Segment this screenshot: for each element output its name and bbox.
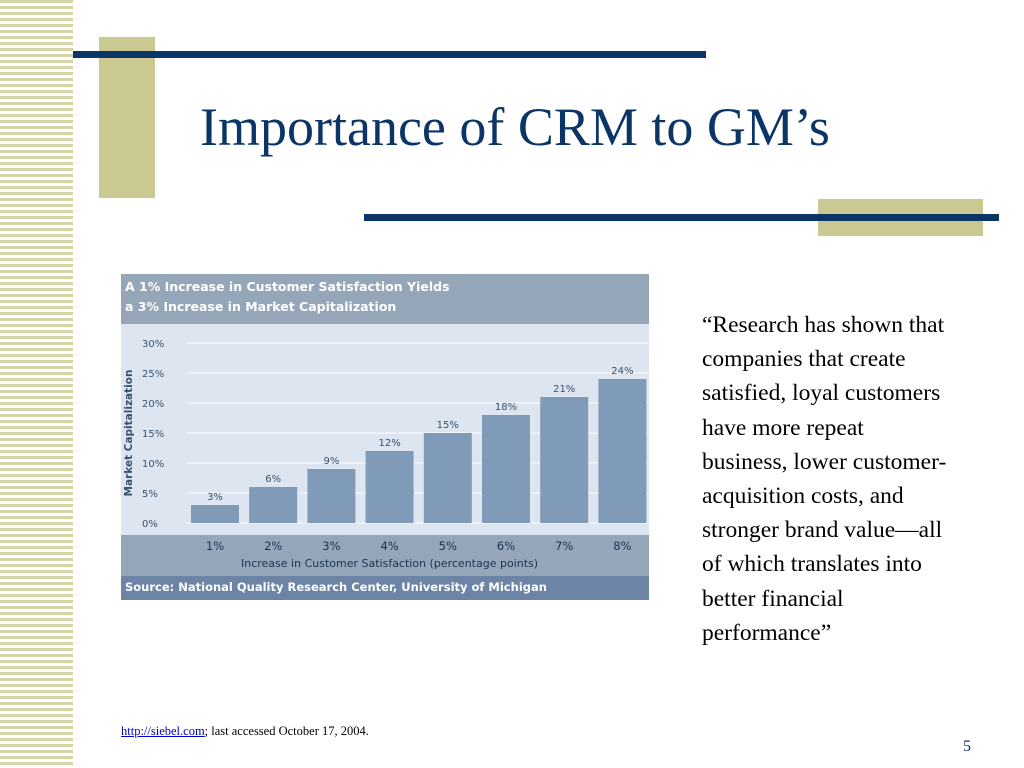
chart-source-text: Source: National Quality Research Center… bbox=[125, 580, 547, 594]
bar bbox=[249, 487, 298, 523]
x-tick-label: 6% bbox=[497, 539, 515, 553]
x-axis-band bbox=[121, 535, 649, 576]
y-tick-label: 5% bbox=[142, 489, 158, 500]
bar bbox=[307, 469, 356, 523]
chart-header: A 1% Increase in Customer Satisfaction Y… bbox=[121, 274, 649, 324]
bar-value-label: 3% bbox=[207, 492, 223, 503]
y-tick-label: 10% bbox=[142, 459, 164, 470]
chart-panel: A 1% Increase in Customer Satisfaction Y… bbox=[121, 274, 649, 600]
y-tick-label: 15% bbox=[142, 429, 164, 440]
bar bbox=[540, 397, 589, 523]
y-axis-label: Market Capitalization bbox=[123, 370, 135, 497]
bar bbox=[598, 379, 647, 523]
bar bbox=[191, 505, 239, 523]
bar bbox=[482, 415, 530, 523]
decorative-line-top bbox=[73, 51, 706, 58]
bar-value-label: 9% bbox=[323, 456, 339, 467]
research-quote: “Research has shown that companies that … bbox=[702, 312, 947, 646]
source-link[interactable]: http://siebel.com bbox=[121, 724, 205, 738]
x-tick-label: 1% bbox=[206, 539, 224, 553]
y-tick-label: 20% bbox=[142, 399, 164, 410]
y-tick-label: 30% bbox=[142, 339, 164, 350]
bar-value-label: 24% bbox=[611, 366, 633, 377]
page-number: 5 bbox=[963, 738, 971, 755]
bar-value-label: 6% bbox=[265, 474, 281, 485]
x-tick-label: 4% bbox=[380, 539, 398, 553]
decorative-block-left bbox=[99, 37, 155, 198]
chart-source-bar: Source: National Quality Research Center… bbox=[121, 576, 649, 600]
bar-chart: 0% 5% 10% 15% 20% 25% 30% Market Capitalization… bbox=[121, 339, 649, 576]
y-tick-label: 25% bbox=[142, 369, 164, 380]
bar bbox=[423, 433, 472, 523]
x-tick-label: 5% bbox=[439, 539, 457, 553]
bar-value-label: 21% bbox=[553, 384, 575, 395]
source-note: http://siebel.com; last accessed October… bbox=[121, 724, 369, 739]
x-axis-label: Increase in Customer Satisfaction (perce… bbox=[241, 557, 538, 570]
source-note-text: ; last accessed October 17, 2004. bbox=[204, 724, 369, 738]
chart-title-line-2: a 3% Increase in Market Capitalization bbox=[125, 299, 397, 314]
bar-value-label: 15% bbox=[437, 420, 459, 431]
bar bbox=[365, 451, 414, 523]
bar-value-label: 12% bbox=[378, 438, 400, 449]
y-tick-label: 0% bbox=[142, 519, 158, 530]
x-tick-label: 8% bbox=[613, 539, 631, 553]
x-tick-label: 7% bbox=[555, 539, 573, 553]
x-tick-label: 3% bbox=[322, 539, 340, 553]
decorative-line-bottom bbox=[364, 214, 999, 221]
x-tick-label: 2% bbox=[264, 539, 282, 553]
bar-value-label: 18% bbox=[495, 402, 517, 413]
decorative-stripes bbox=[0, 0, 73, 768]
chart-title-line-1: A 1% Increase in Customer Satisfaction Y… bbox=[125, 279, 450, 294]
slide-title: Importance of CRM to GM’s bbox=[200, 97, 830, 157]
